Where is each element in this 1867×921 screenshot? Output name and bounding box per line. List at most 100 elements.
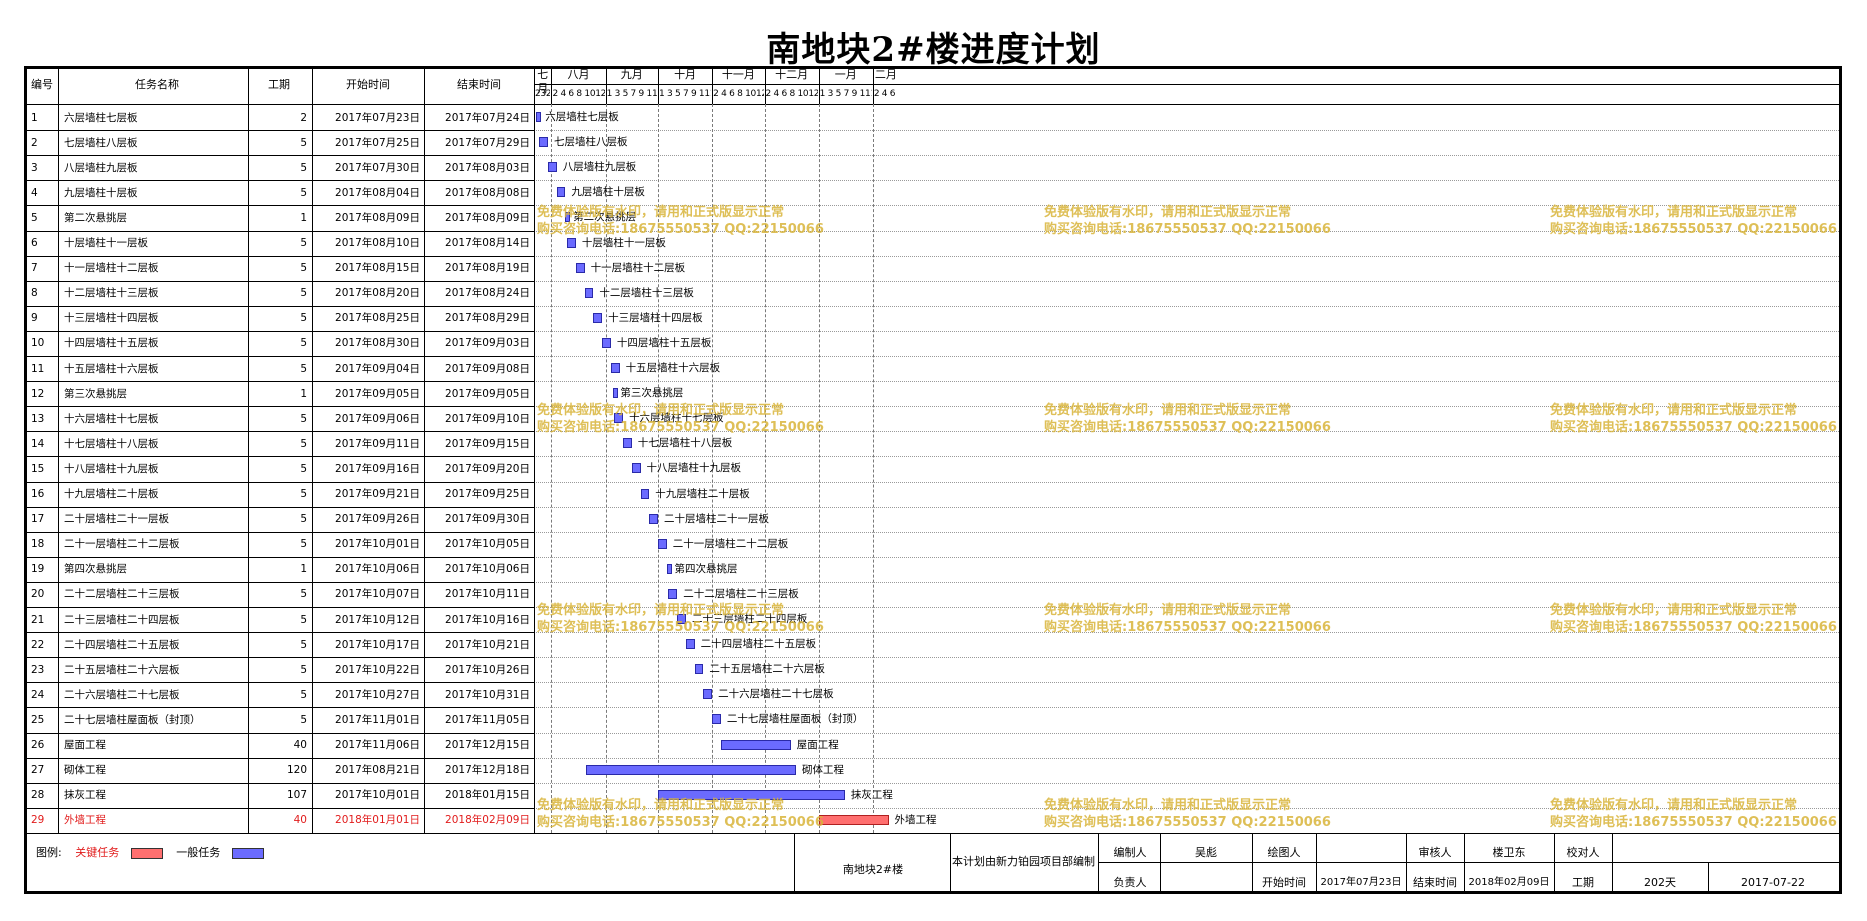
watermark-line: 免费体验版有水印，请用和正式版显示正常 bbox=[1044, 798, 1292, 813]
task-name: 十五层墙柱十六层板 bbox=[64, 362, 159, 375]
task-start: 2017年10月01日 bbox=[335, 789, 420, 802]
task-end: 2017年10月31日 bbox=[445, 688, 530, 701]
row-line bbox=[27, 682, 534, 683]
row-line bbox=[27, 632, 534, 633]
task-duration: 5 bbox=[300, 362, 307, 375]
task-bar[interactable] bbox=[623, 438, 632, 449]
month-gridline bbox=[658, 104, 659, 833]
month-divider bbox=[873, 69, 874, 104]
task-bar[interactable] bbox=[666, 563, 672, 574]
task-name: 十层墙柱十一层板 bbox=[64, 237, 148, 249]
row-line bbox=[27, 582, 534, 583]
task-bar-label: 第三次悬挑层 bbox=[620, 387, 684, 400]
task-bar[interactable] bbox=[640, 488, 650, 499]
task-bar[interactable] bbox=[720, 739, 791, 750]
task-start: 2017年08月25日 bbox=[335, 312, 420, 325]
task-id: 22 bbox=[31, 638, 45, 651]
task-end: 2017年12月15日 bbox=[445, 739, 530, 751]
month-gridline bbox=[819, 104, 820, 833]
task-duration: 40 bbox=[293, 814, 307, 827]
task-name: 二十三层墙柱二十四层板 bbox=[64, 613, 180, 626]
task-bar[interactable] bbox=[703, 689, 713, 700]
task-duration: 5 bbox=[300, 588, 307, 601]
footer-date: 2017-07-22 bbox=[1741, 876, 1805, 889]
task-name: 六层墙柱七层板 bbox=[64, 111, 138, 124]
task-bar[interactable] bbox=[610, 363, 620, 373]
month-label: 八月 bbox=[567, 68, 590, 81]
task-bar-label: 二十层墙柱二十一层板 bbox=[664, 512, 769, 525]
task-id: 16 bbox=[31, 488, 45, 500]
task-bar[interactable] bbox=[539, 137, 548, 148]
task-bar[interactable] bbox=[612, 388, 618, 399]
task-id: 12 bbox=[31, 387, 45, 400]
task-end: 2017年08月08日 bbox=[445, 186, 530, 199]
task-bar-label: 十七层墙柱十八层板 bbox=[637, 437, 733, 450]
task-bar-label: 六层墙柱七层板 bbox=[545, 111, 619, 123]
task-duration: 5 bbox=[300, 613, 307, 626]
month-label: 一月 bbox=[834, 68, 857, 81]
task-bar[interactable] bbox=[586, 764, 796, 775]
task-id: 9 bbox=[31, 312, 38, 325]
task-bar[interactable] bbox=[584, 287, 594, 298]
row-gridline bbox=[534, 456, 1839, 457]
task-bar[interactable] bbox=[614, 413, 624, 424]
row-line bbox=[27, 231, 534, 232]
task-bar[interactable] bbox=[685, 639, 695, 650]
task-bar[interactable] bbox=[712, 714, 721, 725]
task-bar[interactable] bbox=[575, 262, 585, 273]
task-bar[interactable] bbox=[593, 312, 603, 323]
task-bar[interactable] bbox=[602, 337, 611, 348]
footer-end: 2018年02月09日 bbox=[1468, 877, 1550, 888]
footer-divider bbox=[1464, 832, 1465, 891]
task-end: 2017年09月08日 bbox=[445, 362, 530, 375]
row-gridline bbox=[534, 331, 1839, 332]
month-row-divider bbox=[534, 84, 1839, 85]
task-bar[interactable] bbox=[658, 538, 667, 549]
month-label: 十二月 bbox=[775, 68, 809, 81]
watermark: 免费体验版有水印，请用和正式版显示正常 购买咨询电话:18675550537 QQ… bbox=[1044, 402, 1331, 436]
footer-divider bbox=[1612, 832, 1613, 891]
task-bar-label: 十六层墙柱十七层板 bbox=[629, 412, 724, 425]
task-bar[interactable] bbox=[631, 463, 641, 474]
task-id: 1 bbox=[31, 111, 38, 124]
task-bar[interactable] bbox=[658, 789, 845, 800]
task-bar-label: 第四次悬挑层 bbox=[674, 562, 738, 575]
task-bar[interactable] bbox=[556, 187, 566, 198]
task-bar[interactable] bbox=[694, 664, 704, 675]
task-bar[interactable] bbox=[535, 112, 541, 122]
row-gridline bbox=[534, 657, 1839, 658]
watermark-line: 免费体验版有水印，请用和正式版显示正常 bbox=[1550, 603, 1798, 618]
footer-start-label: 开始时间 bbox=[1262, 876, 1306, 889]
task-id: 21 bbox=[31, 613, 45, 626]
task-duration: 5 bbox=[300, 312, 307, 325]
task-bar[interactable] bbox=[565, 212, 571, 223]
day-ticks: 2 4 6 8 1012141618202224262830 bbox=[713, 89, 763, 99]
task-name: 十九层墙柱二十层板 bbox=[64, 488, 159, 500]
task-bar[interactable] bbox=[567, 237, 576, 248]
task-end: 2017年08月29日 bbox=[445, 312, 530, 325]
task-start: 2017年10月17日 bbox=[335, 638, 420, 651]
row-line bbox=[27, 406, 534, 407]
legend-critical-swatch bbox=[130, 847, 163, 859]
row-line bbox=[27, 281, 534, 282]
watermark-line: 免费体验版有水印，请用和正式版显示正常 bbox=[537, 205, 785, 220]
task-duration: 5 bbox=[300, 638, 307, 651]
footer-divider bbox=[1554, 832, 1555, 891]
row-line bbox=[27, 456, 534, 457]
legend-critical-label: 关键任务 bbox=[75, 846, 120, 859]
month-divider bbox=[765, 69, 766, 104]
row-gridline bbox=[534, 532, 1839, 533]
task-duration: 5 bbox=[300, 538, 307, 551]
task-bar[interactable] bbox=[649, 513, 658, 524]
row-line bbox=[27, 482, 534, 483]
watermark-line: 购买咨询电话:18675550537 QQ:22150066 bbox=[1044, 420, 1331, 435]
task-start: 2017年09月06日 bbox=[335, 412, 420, 425]
task-bar[interactable] bbox=[547, 162, 557, 173]
task-end: 2017年10月05日 bbox=[445, 538, 530, 551]
task-bar[interactable] bbox=[668, 588, 678, 599]
task-id: 3 bbox=[31, 161, 38, 174]
task-bar[interactable] bbox=[818, 814, 889, 825]
footer-divider bbox=[794, 832, 795, 891]
task-id: 23 bbox=[31, 663, 45, 676]
task-bar[interactable] bbox=[677, 614, 686, 624]
